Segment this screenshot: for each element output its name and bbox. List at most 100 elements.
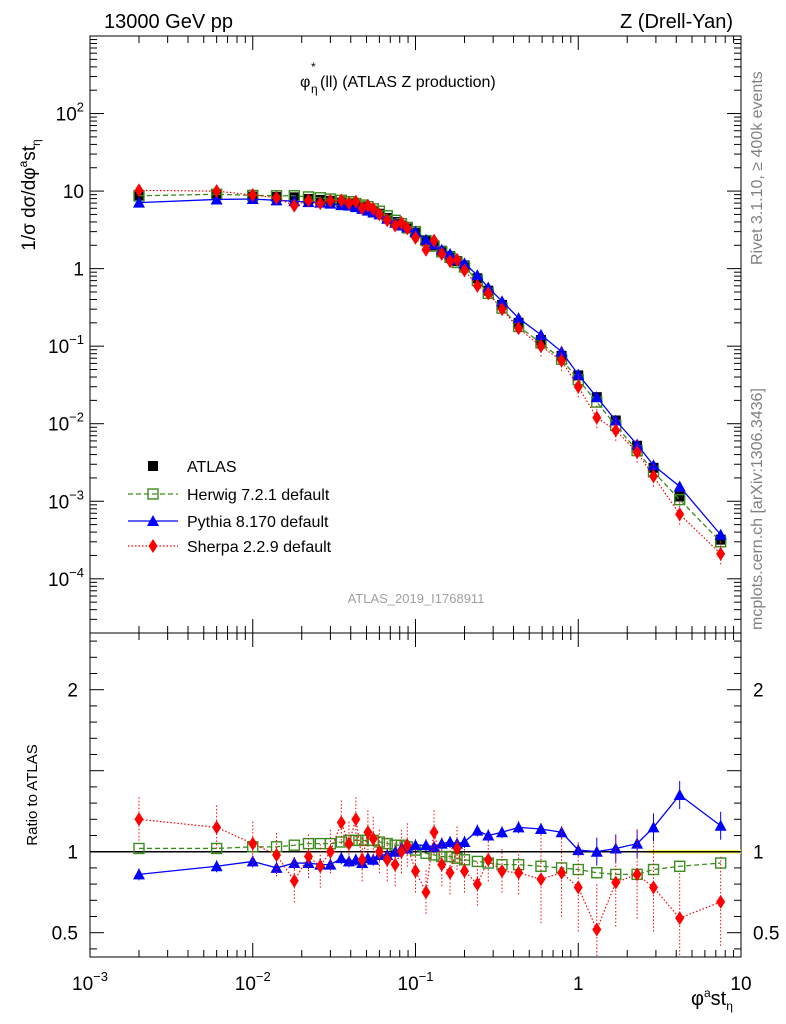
legend-item-herwig: Herwig 7.2.1 default [128,487,330,504]
series-sherpa [134,183,726,566]
ratio-point-sherpa [452,841,462,856]
point-sherpa [573,379,583,394]
svg-text:η: η [311,82,318,96]
ratio-point-pythia [714,819,727,831]
ratio-point-pythia [349,853,362,865]
ratio-point-sherpa [675,911,685,926]
point-sherpa [445,254,455,269]
legend-label-herwig: Herwig 7.2.1 default [187,487,330,504]
ratio-line-sherpa [138,818,721,932]
x-tick-label: 10 [730,974,751,995]
point-sherpa [649,469,659,484]
point-sherpa [344,196,354,211]
ratio-point-sherpa [390,857,400,872]
data-marks [132,183,727,957]
point-sherpa [429,233,439,248]
svg-text:φastη: φastη [691,986,733,1013]
point-pythia [609,414,622,426]
ratio-point-sherpa [429,825,439,840]
point-pythia [471,269,484,281]
ratio-point-pythia [495,826,508,838]
ratio-point-herwig [133,842,145,855]
ratio-axis-label: Ratio to ATLAS [24,744,41,845]
y-axis-label: 1/σ dσ/dφastη [16,139,43,250]
ratio-point-pythia [471,824,484,836]
point-sherpa [289,198,299,213]
legend-marker-sherpa [148,539,158,553]
point-sherpa [336,193,346,208]
point-sherpa [632,445,642,460]
ratio-point-pythia [270,861,283,873]
point-pythia [512,312,525,324]
point-pythia [210,193,223,205]
ratio-tick-label: 2 [753,681,764,702]
analysis-label: ATLAS_2019_I1768911 [348,591,485,606]
ratio-point-pythia [512,821,525,833]
ratio-point-sherpa [374,844,384,859]
point-sherpa [248,188,258,203]
ratio-point-sherpa [303,849,313,864]
ratio-point-sherpa [573,880,583,895]
ratio-point-sherpa [402,838,412,853]
point-sherpa [315,196,325,211]
y-tick-label: 10−3 [48,487,84,513]
legend-item-sherpa: Sherpa 2.2.9 default [128,539,332,556]
point-sherpa [303,193,313,208]
ratio-point-herwig [535,860,547,872]
ratio-point-sherpa [437,857,447,872]
ratio-point-sherpa [445,865,455,880]
ratio-point-sherpa [632,867,642,882]
ratio-point-sherpa [649,880,659,895]
x-tick-label: 1 [573,974,584,995]
ratio-point-herwig [673,860,686,872]
mcplots-label: mcplots.cern.ch [arXiv:1306.3436] [749,388,766,630]
x-axis-label: φastη [691,986,733,1013]
point-sherpa [437,246,447,261]
ratio-point-pythia [609,842,622,854]
ratio-point-sherpa [248,836,258,851]
ratio-point-sherpa [212,820,222,835]
point-pythia [419,233,432,245]
ratio-point-pythia [324,858,337,870]
legend-label-sherpa: Sherpa 2.2.9 default [187,539,332,556]
point-herwig [673,493,686,506]
ratio-point-sherpa [382,852,392,867]
point-sherpa [483,286,493,301]
point-data [674,491,685,502]
point-sherpa [675,507,685,522]
ratio-point-herwig [210,842,223,855]
ratio-plot-frame [89,632,742,958]
ratio-point-sherpa [459,864,469,879]
ratio-point-pythia [631,837,644,849]
point-pythia [444,247,457,259]
ratio-tick-label: 1 [753,843,764,864]
ratio-point-sherpa [272,847,282,862]
svg-text:(ll) (ATLAS Z production): (ll) (ATLAS Z production) [320,74,496,91]
ratio-point-sherpa [421,885,431,900]
ratio-point-sherpa [611,875,621,890]
point-sherpa [325,193,335,208]
point-sherpa [716,546,726,561]
ratio-point-sherpa [315,859,325,874]
ratio-point-sherpa [497,864,507,879]
point-sherpa [212,184,222,199]
y-tick-label: 1 [73,260,84,281]
legend-label-pythia: Pythia 8.170 default [187,514,329,531]
ratio-reference [90,849,741,854]
plot-title: φ * η (ll) (ATLAS Z production) [300,60,496,96]
ratio-tick-label: 0.5 [52,924,78,945]
point-pythia [673,480,686,492]
svg-text:1/σ dσ/dφastη: 1/σ dσ/dφastη [16,139,43,250]
point-pythia [495,295,508,307]
point-pythia [132,196,145,208]
ratio-point-sherpa [483,852,493,867]
ratio-point-sherpa [289,873,299,888]
point-sherpa [514,321,524,336]
axes-group: 10−3 10−2 10−1 1 10 10−4 10−3 10−2 10−1 1 10 102 0.5… [48,36,779,995]
y-tick-label: 10 [63,182,84,203]
legend-item-data: ATLAS [148,459,237,476]
ratio-point-pythia [210,860,223,872]
point-sherpa [536,339,546,354]
y-tick-label: 102 [56,100,84,126]
